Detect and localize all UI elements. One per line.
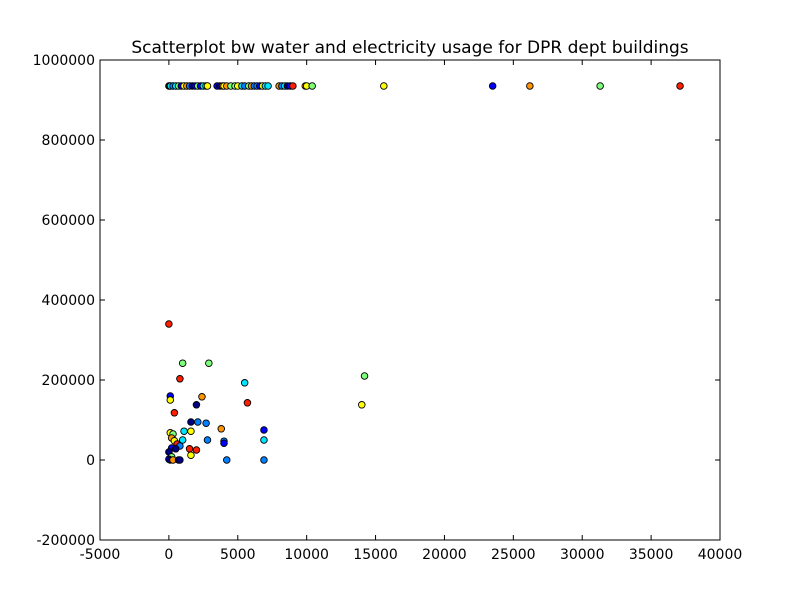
x-tick-label: 40000 (698, 547, 743, 563)
x-tick-label: 5000 (220, 547, 256, 563)
chart-title: Scatterplot bw water and electricity usa… (131, 38, 688, 58)
plot-area (100, 60, 720, 540)
scatter-point (260, 436, 268, 444)
scatter-point (380, 82, 388, 90)
x-tick-label: 15000 (353, 547, 398, 563)
scatter-point (308, 82, 316, 90)
data-points (165, 82, 684, 464)
scatter-point (180, 427, 188, 435)
scatter-point (243, 399, 252, 407)
scatter-point (488, 82, 497, 90)
scatter-point (165, 320, 173, 328)
scatter-point (203, 436, 212, 444)
scatter-point (289, 82, 297, 90)
scatter-point (260, 456, 268, 464)
scatter-point (187, 418, 195, 426)
scatter-point (260, 426, 268, 434)
scatter-point (192, 446, 201, 454)
scatter-point (192, 401, 201, 409)
x-tick-label: -5000 (80, 547, 121, 563)
scatter-point (596, 82, 604, 90)
scatter-point (264, 82, 272, 90)
scatter-point (526, 82, 534, 90)
scatter-point (166, 396, 175, 404)
scatter-point (185, 445, 194, 453)
scatter-point (176, 456, 184, 464)
y-tick-label: 0 (86, 453, 95, 469)
scatter-point (170, 409, 179, 417)
scatter-point (172, 445, 180, 453)
y-tick-label: 600000 (42, 213, 95, 229)
x-tick-label: 10000 (284, 547, 329, 563)
scatter-point (240, 379, 249, 387)
y-tick-label: 400000 (42, 293, 95, 309)
scatter-point (360, 372, 369, 380)
scatter-point (676, 82, 684, 90)
scatter-point (202, 419, 210, 427)
y-tick-label: 200000 (42, 373, 95, 389)
scatter-point (178, 359, 187, 367)
y-tick-label: -200000 (37, 533, 96, 549)
x-tick-label: 35000 (629, 547, 674, 563)
x-tick-label: 30000 (560, 547, 605, 563)
scatter-point (187, 427, 195, 435)
scatter-point (220, 439, 228, 447)
scatter-point (187, 451, 195, 459)
x-axis: -5000 0 5000 10000 15000 20000 25000 30000 35000… (80, 60, 743, 563)
scatter-point (198, 393, 206, 401)
scatter-point (194, 418, 202, 426)
scatter-point (205, 359, 213, 367)
y-axis: -200000 0 200000 400000 600000 800000 1000000 (33, 53, 720, 549)
x-tick-label: 0 (164, 547, 173, 563)
scatter-point (203, 82, 212, 90)
y-tick-label: 1000000 (33, 53, 95, 69)
scatter-point (178, 436, 187, 444)
scatter-point (223, 456, 231, 464)
y-tick-label: 800000 (42, 133, 95, 149)
scatter-point (358, 401, 366, 409)
x-tick-label: 20000 (422, 547, 467, 563)
scatter-point (217, 425, 225, 433)
scatter-point (176, 375, 184, 383)
x-tick-label: 25000 (491, 547, 536, 563)
plot-frame (99, 59, 721, 541)
